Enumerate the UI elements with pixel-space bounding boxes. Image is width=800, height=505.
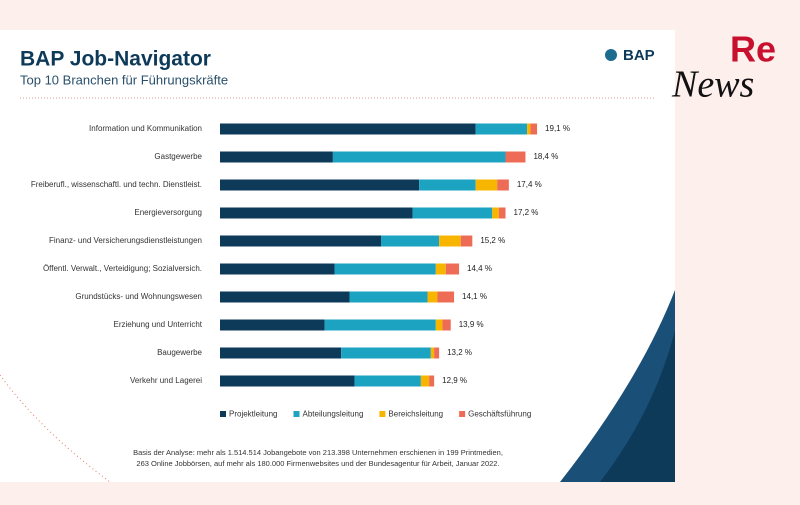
total-label: 17,2 %: [514, 208, 539, 217]
bar-segment: [475, 179, 498, 191]
site-logo-bottom: News: [671, 64, 754, 106]
total-label: 15,2 %: [480, 236, 505, 245]
bar-segment: [220, 235, 382, 247]
y-tick-label: Information und Kommunikation: [89, 124, 202, 133]
legend-label: Bereichsleitung: [388, 410, 443, 419]
y-tick-label: Öffentl. Verwalt., Verteidigung; Sozialv…: [43, 264, 202, 273]
bar-segment: [220, 319, 325, 331]
bar-segment: [332, 151, 506, 163]
bar-segment: [505, 151, 526, 163]
bar-segment: [220, 207, 413, 219]
bar-segment: [434, 347, 440, 359]
bar-segment: [220, 263, 335, 275]
bar-segment: [437, 291, 455, 303]
legend-swatch: [293, 411, 300, 417]
bar-segment: [220, 291, 350, 303]
bar-segment: [442, 319, 451, 331]
bar-segment: [412, 207, 493, 219]
bar-segment: [220, 123, 476, 135]
bar-segment: [497, 179, 509, 191]
bar-segment: [324, 319, 436, 331]
footnote: Basis der Analyse: mehr als 1.514.514 Jo…: [133, 448, 503, 457]
y-tick-label: Gastgewerbe: [154, 152, 202, 161]
y-tick-label: Energieversorgung: [134, 208, 202, 217]
bar-segment: [475, 123, 528, 135]
bar-segment: [334, 263, 436, 275]
bar-segment: [527, 123, 531, 135]
logo: BAP: [623, 47, 655, 64]
bar-segment: [220, 375, 355, 387]
decor: [0, 374, 111, 483]
bar-segment: [420, 375, 430, 387]
y-tick-label: Grundstücks- und Wohnungswesen: [75, 292, 202, 301]
total-label: 14,1 %: [462, 292, 487, 301]
bar-segment: [220, 347, 342, 359]
bar-segment: [435, 319, 443, 331]
bar-segment: [439, 235, 461, 247]
bar-segment: [349, 291, 428, 303]
bar-segment: [381, 235, 440, 247]
total-label: 18,4 %: [533, 152, 558, 161]
bar-segment: [220, 179, 420, 191]
bar-segment: [435, 263, 446, 275]
chart-title: BAP Job-Navigator: [20, 48, 211, 71]
logo-icon: [605, 49, 617, 61]
legend-swatch: [459, 411, 466, 417]
legend-swatch: [379, 411, 386, 417]
legend-label: Abteilungsleitung: [302, 410, 363, 419]
bar-segment: [430, 347, 435, 359]
total-label: 12,9 %: [442, 376, 467, 385]
bar-segment: [354, 375, 421, 387]
y-tick-label: Erziehung und Unterricht: [114, 320, 203, 329]
bar-segment: [498, 207, 506, 219]
card: [0, 30, 675, 482]
site-logo-top: Re: [730, 29, 776, 70]
bar-segment: [429, 375, 435, 387]
total-label: 13,9 %: [459, 320, 484, 329]
total-label: 14,4 %: [467, 264, 492, 273]
legend-swatch: [220, 411, 226, 417]
bar-segment: [341, 347, 431, 359]
legend-label: Projektleitung: [229, 410, 277, 419]
y-tick-label: Freiberufl., wissenschaftl. und techn. D…: [31, 180, 202, 189]
y-tick-label: Baugewerbe: [157, 348, 202, 357]
total-label: 17,4 %: [517, 180, 542, 189]
bar-segment: [427, 291, 438, 303]
total-label: 19,1 %: [545, 124, 570, 133]
chart-subtitle: Top 10 Branchen für Führungskräfte: [20, 72, 228, 87]
footnote: 263 Online Jobbörsen, auf mehr als 180.0…: [136, 459, 499, 468]
y-tick-label: Verkehr und Lagerei: [130, 376, 202, 385]
bar-segment: [460, 235, 473, 247]
legend-label: Geschäftsführung: [468, 410, 531, 419]
bar-segment: [492, 207, 499, 219]
total-label: 13,2 %: [447, 348, 472, 357]
bar-segment: [445, 263, 460, 275]
decor: [600, 330, 675, 482]
y-tick-label: Finanz- und Versicherungsdienstleistunge…: [49, 236, 202, 245]
bar-segment: [220, 151, 333, 163]
bar-segment: [530, 123, 538, 135]
bar-segment: [419, 179, 476, 191]
